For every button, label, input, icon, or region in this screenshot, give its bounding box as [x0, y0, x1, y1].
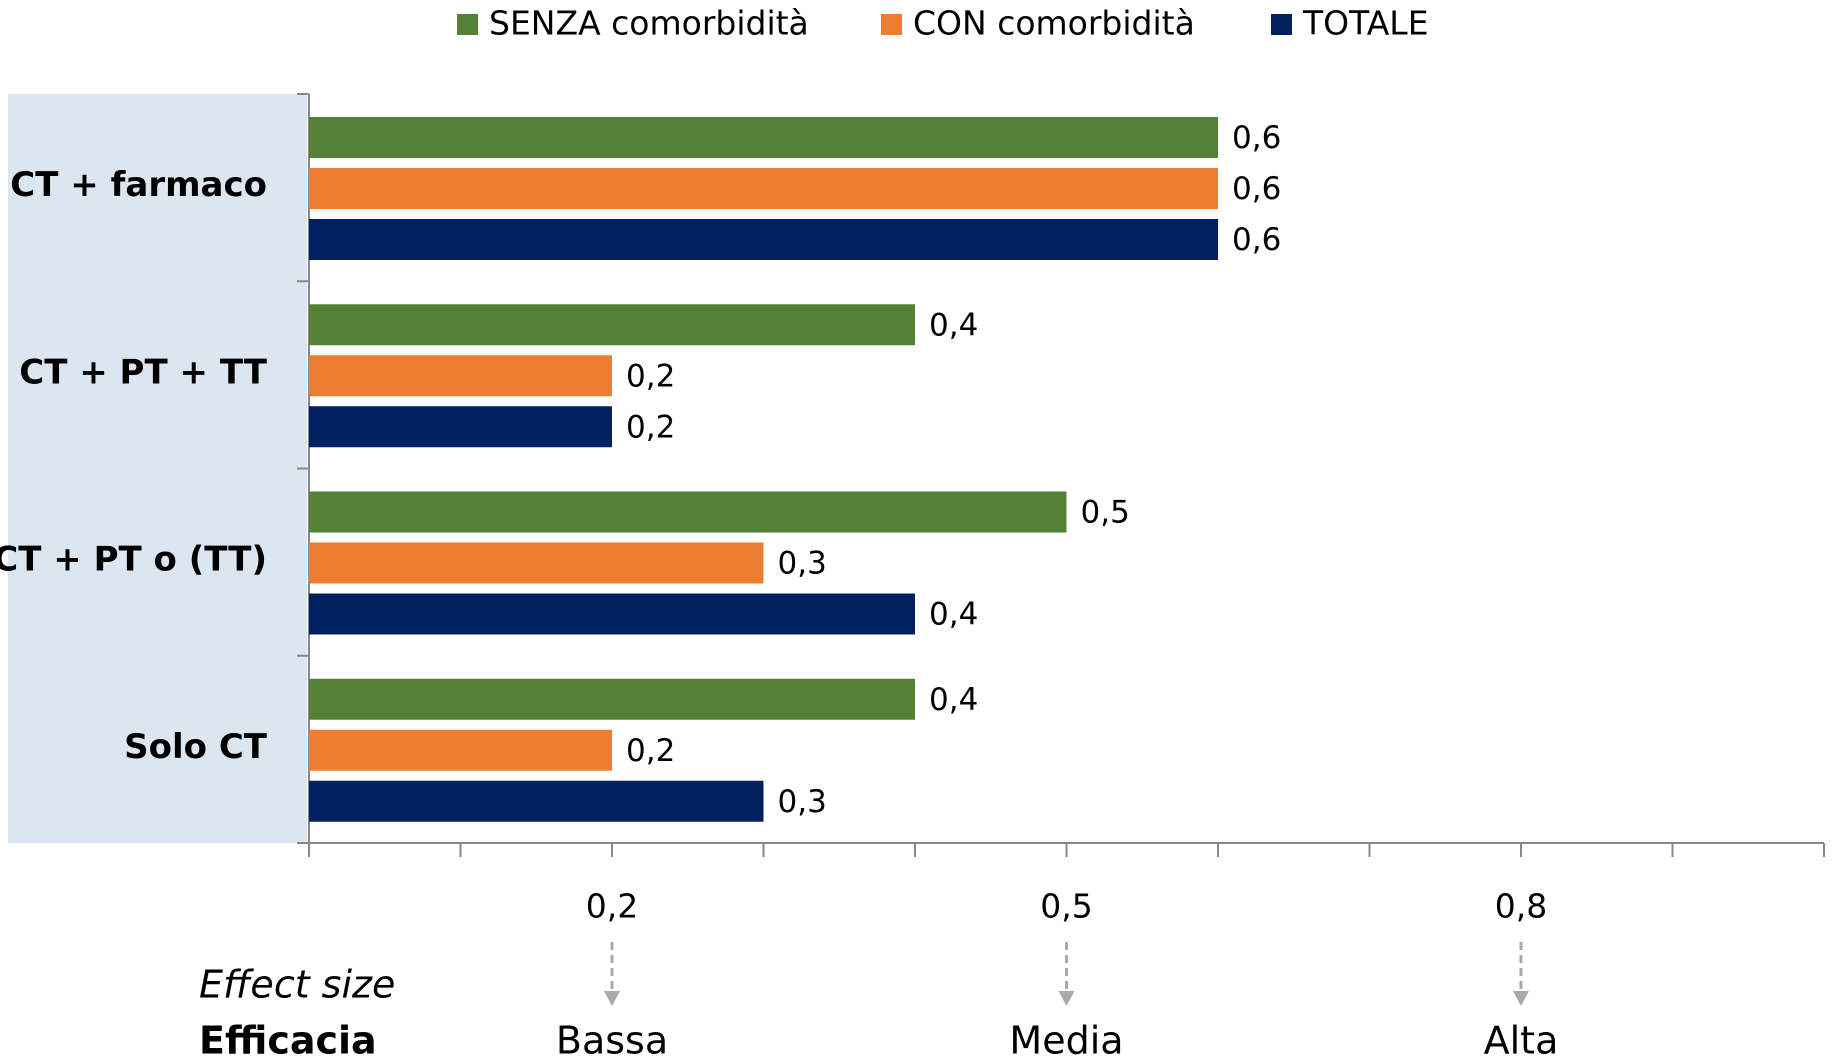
x-tick-label: 0,8 [1495, 887, 1547, 926]
x-tick-label: 0,5 [1040, 887, 1092, 926]
legend-swatch [1271, 14, 1292, 35]
legend-label: TOTALE [1302, 4, 1429, 43]
value-label: 0,4 [929, 597, 978, 633]
efficacy-label: Bassa [556, 1019, 668, 1062]
category-label: CT + farmaco [10, 165, 267, 205]
legend-label: SENZA comorbidità [489, 4, 809, 43]
bar [309, 355, 612, 397]
bar [309, 780, 764, 822]
x-tick-label: 0,2 [586, 887, 638, 926]
value-label: 0,2 [626, 733, 675, 769]
row-title: Efficacia [199, 1019, 377, 1062]
bar [309, 304, 915, 346]
bar [309, 168, 1218, 209]
value-label: 0,3 [778, 784, 827, 820]
value-label: 0,5 [1081, 495, 1130, 531]
category-panel [8, 94, 307, 843]
bar [309, 542, 764, 584]
bar [309, 406, 612, 448]
value-label: 0,3 [778, 546, 827, 582]
category-label: Solo CT [124, 727, 268, 767]
value-label: 0,2 [626, 409, 675, 445]
bar [309, 117, 1218, 158]
value-label: 0,2 [626, 358, 675, 394]
bar [309, 593, 915, 635]
bar [309, 729, 612, 771]
legend-swatch [881, 14, 902, 35]
bar [309, 219, 1218, 260]
value-label: 0,4 [929, 307, 978, 343]
legend-label: CON comorbidità [913, 4, 1195, 43]
bar [309, 678, 915, 720]
value-label: 0,6 [1232, 120, 1281, 156]
arrow-head [604, 991, 620, 1006]
category-label: CT + PT + TT [19, 352, 268, 392]
efficacy-label: Alta [1484, 1019, 1559, 1062]
bar [309, 491, 1067, 533]
value-label: 0,4 [929, 682, 978, 718]
value-label: 0,6 [1232, 222, 1281, 258]
category-label: CT + PT o (TT) [0, 540, 267, 580]
arrow-head [1058, 991, 1075, 1006]
x-title: Effect size [199, 963, 395, 1007]
legend-swatch [457, 14, 478, 35]
arrow-head [1513, 991, 1529, 1006]
efficacy-label: Media [1009, 1019, 1123, 1062]
value-label: 0,6 [1232, 171, 1281, 207]
